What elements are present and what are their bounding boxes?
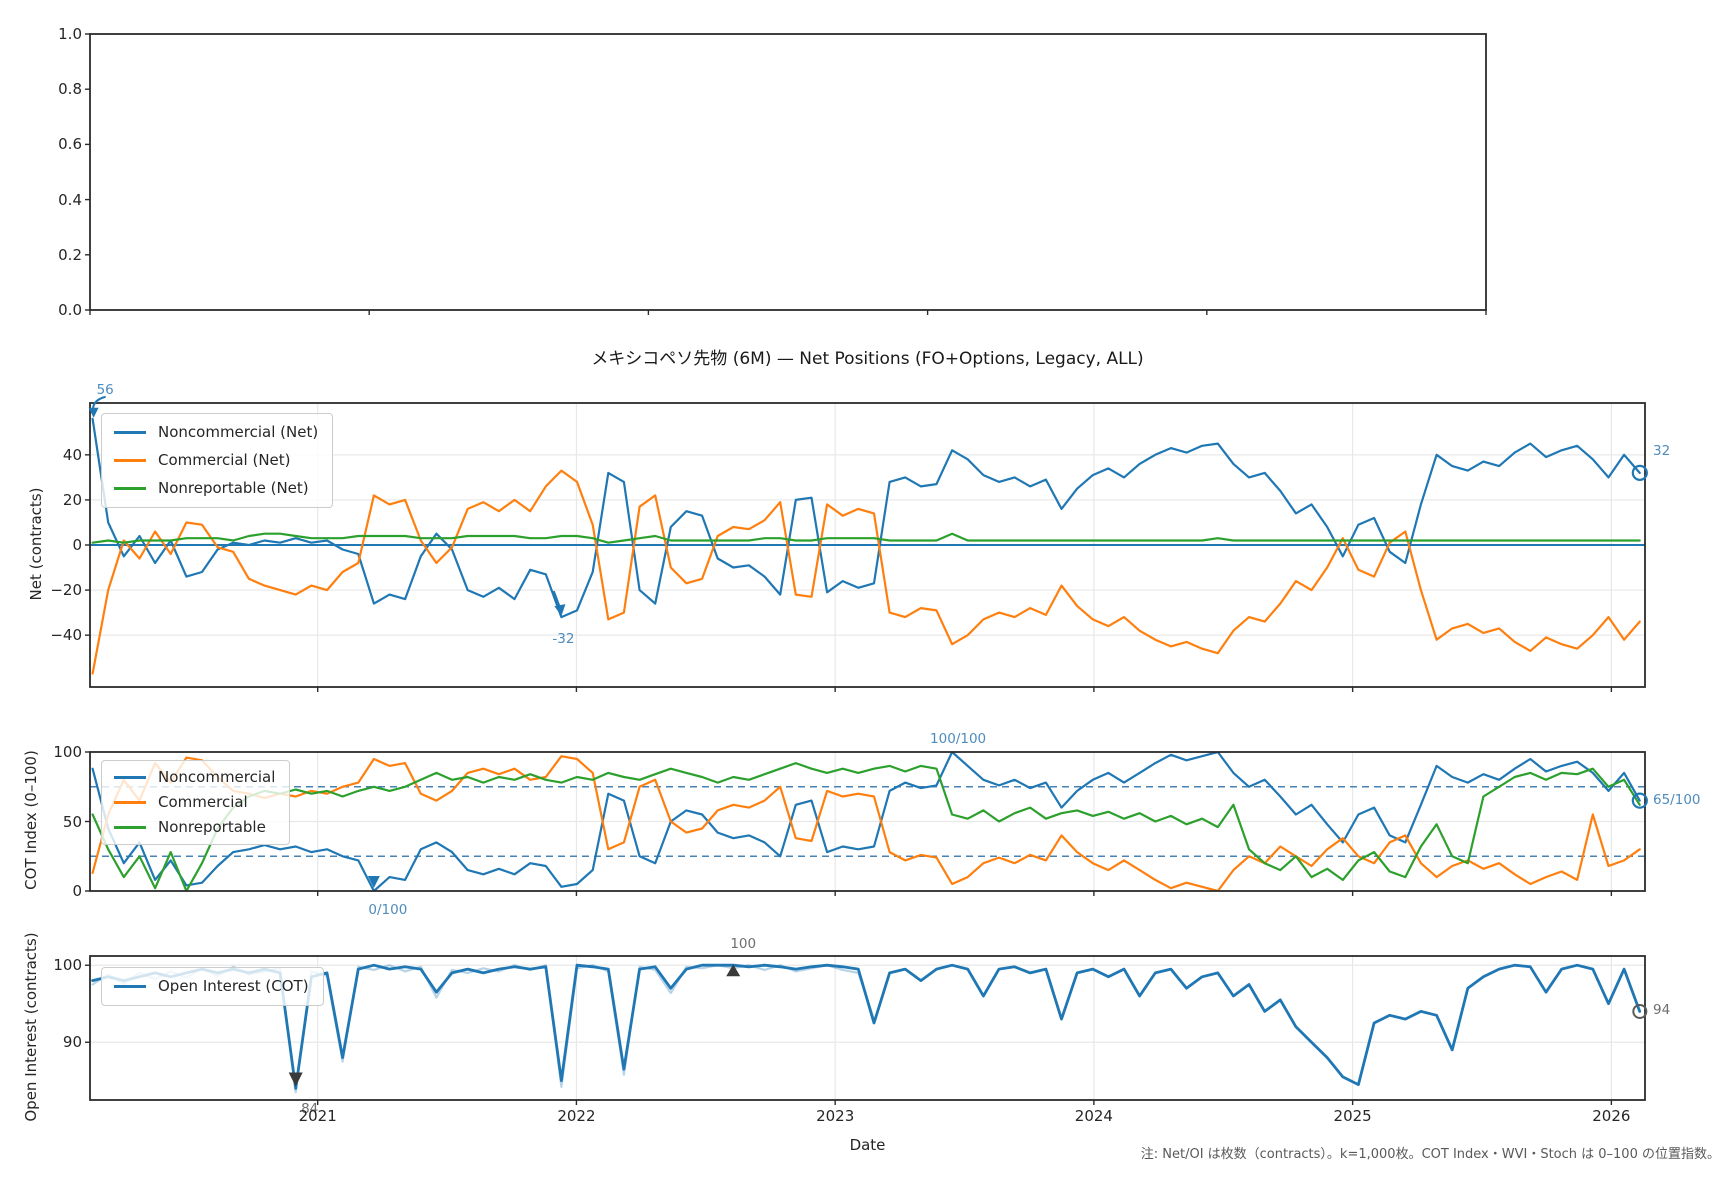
- line-Nonreportable (Net): [91, 532, 1641, 544]
- legend-item-noncommercial-cot: Noncommercial: [114, 768, 275, 787]
- panel-border: [89, 33, 1487, 311]
- end-marker-circle: [1632, 1003, 1648, 1019]
- legend-label-open-interest: Open Interest (COT): [158, 977, 309, 995]
- line-Noncommercial: [91, 752, 1641, 891]
- legend-label-noncommercial-net: Noncommercial (Net): [158, 423, 319, 441]
- commercial-cot-line-swatch: [114, 801, 146, 804]
- commercial-net-line-swatch: [114, 459, 146, 462]
- legend-label-commercial-net: Commercial (Net): [158, 451, 291, 469]
- legend-label-noncommercial-cot: Noncommercial: [158, 768, 276, 786]
- nonreportable-net-line-swatch: [114, 487, 146, 490]
- noncommercial-cot-line-swatch: [114, 776, 146, 779]
- legend-label-nonreportable-cot: Nonreportable: [158, 818, 266, 836]
- noncommercial-net-line-swatch: [114, 431, 146, 434]
- annotation-arrow: [552, 590, 561, 608]
- line-Nonreportable: [91, 762, 1641, 891]
- cot-legend: Noncommercial Commercial Nonreportable: [101, 760, 291, 845]
- annotation-arrowhead: [554, 604, 566, 617]
- end-marker-circle: [1631, 464, 1648, 481]
- legend-item-noncommercial-net: Noncommercial (Net): [114, 423, 318, 442]
- line-Noncommercial (Net): [91, 417, 1641, 619]
- line-Commercial (Net): [91, 469, 1641, 675]
- up-arrow-marker: [726, 964, 741, 977]
- oi-legend: Open Interest (COT): [101, 967, 324, 1006]
- net-legend: Noncommercial (Net) Commercial (Net) Non…: [101, 413, 334, 508]
- legend-item-nonreportable-cot: Nonreportable: [114, 818, 275, 837]
- panel-border: [89, 751, 1646, 892]
- nonreportable-cot-line-swatch: [114, 826, 146, 829]
- legend-item-open-interest: Open Interest (COT): [114, 977, 309, 996]
- series-group: [91, 963, 1642, 1094]
- line-Open Interest (COT): [91, 963, 1642, 1090]
- series-group: [91, 417, 1641, 675]
- legend-label-nonreportable-net: Nonreportable (Net): [158, 479, 309, 497]
- line-Commercial: [91, 755, 1641, 891]
- legend-label-commercial-cot: Commercial: [158, 793, 248, 811]
- down-arrow-marker: [288, 1072, 303, 1087]
- legend-item-nonreportable-net: Nonreportable (Net): [114, 479, 318, 498]
- down-arrow-marker: [367, 876, 380, 888]
- open-interest-line-swatch: [114, 985, 146, 988]
- annotation-arrowhead: [88, 407, 99, 418]
- end-marker-circle: [1631, 792, 1648, 809]
- series-group: [91, 752, 1641, 891]
- legend-item-commercial-net: Commercial (Net): [114, 451, 318, 470]
- panel-border: [89, 955, 1646, 1101]
- legend-item-commercial-cot: Commercial: [114, 793, 275, 812]
- panel-border: [89, 402, 1646, 688]
